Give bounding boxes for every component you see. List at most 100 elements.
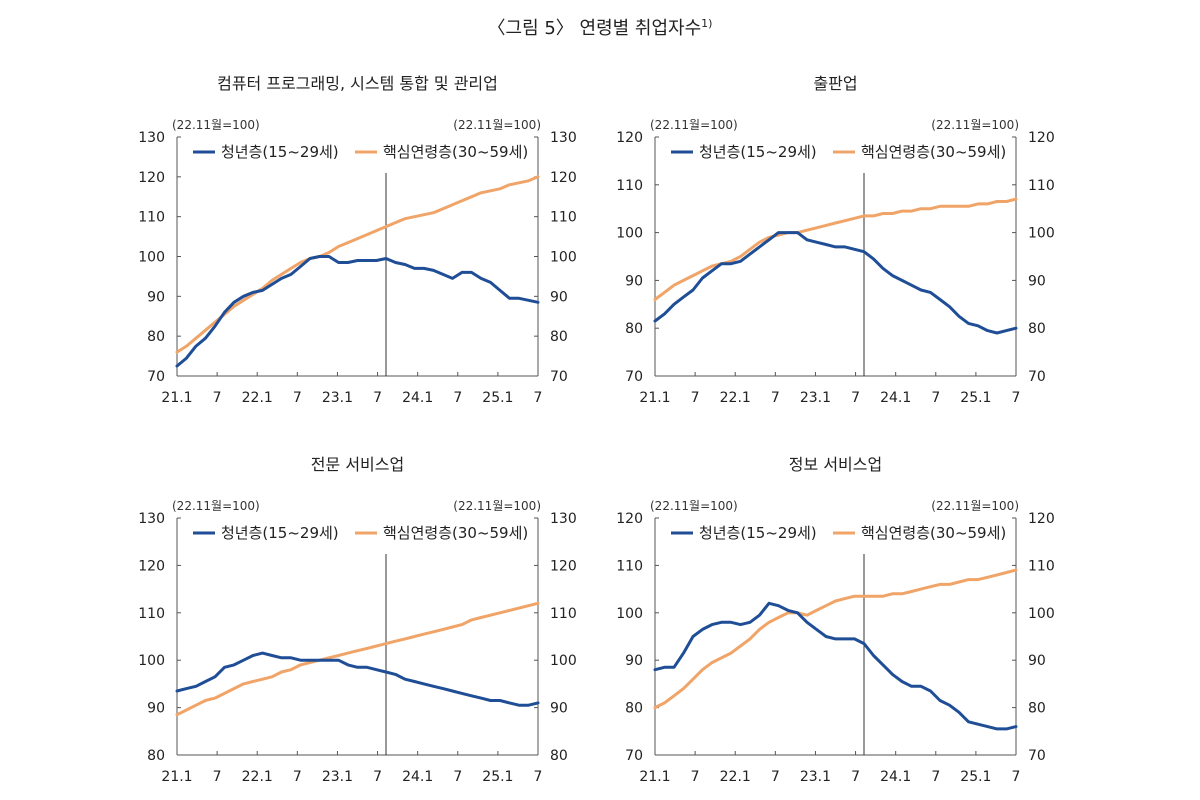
x-tick-label: 7: [851, 769, 860, 785]
y-tick-label-right: 110: [550, 210, 577, 226]
y-tick-label-left: 100: [616, 226, 643, 242]
legend-label-youth: 청년층(15~29세): [221, 524, 339, 542]
x-tick-label: 22.1: [720, 390, 751, 406]
y-tick-label-right: 80: [1028, 701, 1046, 717]
y-tick-label-left: 90: [625, 273, 643, 289]
x-tick-label: 22.1: [720, 769, 751, 785]
series-line-youth: [175, 255, 540, 368]
y-tick-label-right: 120: [550, 558, 577, 574]
x-tick-label: 21.1: [639, 769, 670, 785]
y-tick-label-left: 90: [147, 289, 165, 305]
x-tick-label: 24.1: [880, 769, 911, 785]
series-line-youth: [175, 651, 540, 707]
y-tick-label-right: 70: [550, 369, 568, 385]
x-tick-label: 21.1: [161, 769, 192, 785]
x-tick-label: 7: [213, 390, 222, 406]
x-tick-label: 21.1: [639, 390, 670, 406]
y-tick-label-left: 110: [138, 606, 165, 622]
legend-label-youth: 청년층(15~29세): [699, 524, 817, 542]
y-tick-label-right: 100: [1028, 606, 1055, 622]
legend-label-core: 핵심연령층(30~59세): [861, 524, 1006, 542]
series-line-core: [175, 601, 540, 717]
series-line-youth: [653, 231, 1018, 335]
chart-title: 컴퓨터 프로그래밍, 시스템 통합 및 관리업: [217, 74, 498, 93]
y-tick-label-left: 110: [616, 178, 643, 194]
y-tick-label-left: 130: [138, 130, 165, 146]
chart-panel-3: 전문 서비스업 (22.11월=100) (22.11월=100) 80 80 90 90 1…: [138, 455, 576, 785]
x-tick-label: 7: [293, 390, 302, 406]
x-tick-label: 7: [373, 390, 382, 406]
x-tick-label: 7: [931, 390, 940, 406]
x-tick-label: 7: [534, 769, 543, 785]
y-tick-label-left: 120: [616, 511, 643, 527]
base-note-left: (22.11월=100): [172, 118, 260, 132]
x-tick-label: 22.1: [242, 769, 273, 785]
y-tick-label-left: 110: [138, 210, 165, 226]
y-tick-label-left: 80: [147, 748, 165, 764]
x-tick-label: 25.1: [960, 390, 991, 406]
y-tick-label-left: 120: [138, 170, 165, 186]
legend-label-youth: 청년층(15~29세): [699, 143, 817, 161]
x-tick-label: 21.1: [161, 390, 192, 406]
y-tick-label-right: 100: [550, 653, 577, 669]
y-tick-label-right: 110: [1028, 178, 1055, 194]
y-tick-label-right: 110: [1028, 558, 1055, 574]
y-tick-label-left: 90: [625, 653, 643, 669]
x-tick-label: 24.1: [402, 390, 433, 406]
y-tick-label-left: 70: [625, 748, 643, 764]
chart-title: 전문 서비스업: [311, 455, 404, 474]
x-tick-label: 22.1: [242, 390, 273, 406]
y-tick-label-right: 120: [1028, 511, 1055, 527]
y-tick-label-right: 90: [1028, 653, 1046, 669]
base-note-right: (22.11월=100): [931, 499, 1019, 513]
y-tick-label-right: 90: [1028, 273, 1046, 289]
chart-panel-2: 출판업 (22.11월=100) (22.11월=100) 70 70 80 80 90 90 1…: [616, 74, 1054, 406]
figure-title: 〈그림 5〉 연령별 취업자수1): [487, 17, 713, 39]
x-tick-label: 25.1: [482, 390, 513, 406]
y-tick-label-right: 90: [550, 289, 568, 305]
y-tick-label-left: 70: [147, 369, 165, 385]
chart-panel-4: 정보 서비스업 (22.11월=100) (22.11월=100) 70 70 80 80 9…: [616, 455, 1054, 785]
base-note-left: (22.11월=100): [650, 118, 738, 132]
y-tick-label-left: 120: [138, 558, 165, 574]
x-tick-label: 7: [453, 769, 462, 785]
y-tick-label-right: 120: [1028, 130, 1055, 146]
series-line-core: [653, 197, 1018, 301]
x-tick-label: 7: [771, 769, 780, 785]
x-tick-label: 23.1: [800, 769, 831, 785]
base-note-left: (22.11월=100): [650, 499, 738, 513]
legend-label-youth: 청년층(15~29세): [221, 143, 339, 161]
x-tick-label: 7: [851, 390, 860, 406]
x-tick-label: 7: [771, 390, 780, 406]
x-tick-label: 7: [1012, 390, 1021, 406]
x-tick-label: 7: [293, 769, 302, 785]
x-tick-label: 25.1: [482, 769, 513, 785]
base-note-left: (22.11월=100): [172, 499, 260, 513]
base-note-right: (22.11월=100): [453, 499, 541, 513]
y-tick-label-right: 90: [550, 701, 568, 717]
chart-title: 정보 서비스업: [789, 455, 882, 474]
x-tick-label: 7: [213, 769, 222, 785]
y-tick-label-left: 100: [616, 606, 643, 622]
y-tick-label-right: 80: [1028, 321, 1046, 337]
y-tick-label-left: 130: [138, 511, 165, 527]
x-tick-label: 23.1: [322, 390, 353, 406]
legend-label-core: 핵심연령층(30~59세): [383, 143, 528, 161]
base-note-right: (22.11월=100): [453, 118, 541, 132]
x-tick-label: 7: [373, 769, 382, 785]
x-tick-label: 7: [691, 390, 700, 406]
x-tick-label: 7: [534, 390, 543, 406]
y-tick-label-right: 70: [1028, 748, 1046, 764]
y-tick-label-left: 80: [147, 329, 165, 345]
y-tick-label-left: 70: [625, 369, 643, 385]
y-tick-label-left: 100: [138, 653, 165, 669]
x-tick-label: 24.1: [402, 769, 433, 785]
x-tick-label: 23.1: [800, 390, 831, 406]
y-tick-label-left: 90: [147, 701, 165, 717]
y-tick-label-right: 100: [1028, 226, 1055, 242]
y-tick-label-right: 100: [550, 250, 577, 266]
x-tick-label: 25.1: [960, 769, 991, 785]
series-line-core: [653, 568, 1018, 710]
y-tick-label-left: 100: [138, 250, 165, 266]
y-tick-label-right: 80: [550, 748, 568, 764]
